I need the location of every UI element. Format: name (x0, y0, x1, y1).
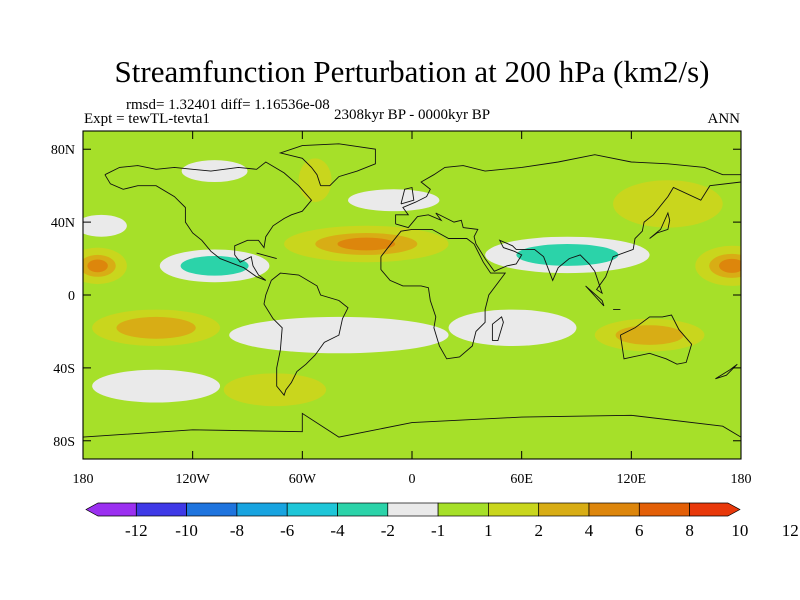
anomaly-australia-high (594, 318, 705, 352)
colorbar: -12 -10 -8 -6 -4 -2 -1 1 2 4 6 8 10 12 (85, 502, 799, 540)
anomaly-arctic-canada-low (181, 160, 248, 183)
anomaly-n-pacific-cyclonic-east (695, 245, 741, 286)
stats-text: rmsd= 1.32401 diff= 1.16536e-08 (126, 97, 330, 113)
colorbar-swatch (538, 502, 590, 517)
colorbar-label: 8 (685, 521, 694, 540)
period-text: 2308kyr BP - 0000kyr BP (334, 107, 490, 123)
colorbar-swatch (387, 502, 439, 517)
coastline (649, 211, 671, 239)
coastline (263, 272, 349, 397)
coastline (104, 161, 313, 281)
coastline (83, 412, 741, 438)
colorbar-label: -10 (175, 521, 198, 540)
anomaly-south-american-high (223, 373, 327, 407)
x-tick-label: 60W (289, 472, 317, 487)
season-text: ANN (708, 111, 741, 127)
map (83, 131, 741, 459)
coastline (619, 314, 693, 365)
x-tick-label: 120E (617, 472, 647, 487)
anomaly-asia-low (485, 236, 650, 274)
y-tick-label: 80N (51, 143, 75, 158)
coastline (585, 285, 605, 307)
colorbar-label: 4 (585, 521, 594, 540)
colorbar-label: 2 (534, 521, 543, 540)
anomaly-north-atlantic-low (348, 189, 440, 212)
anomaly-siberia-high (613, 180, 723, 228)
colorbar-swatch (588, 502, 640, 517)
colorbar-label: 12 (782, 521, 799, 540)
colorbar-swatch (135, 502, 187, 517)
y-tick-label: 0 (68, 289, 75, 304)
colorbar-label: -1 (431, 521, 445, 540)
anomaly-mid-atlantic-anticyclonic (284, 225, 449, 263)
x-tick-label: 120W (176, 472, 211, 487)
coastline (395, 154, 741, 295)
colorbar-swatch (638, 502, 690, 517)
experiment-text: Expt = tewTL-tevta1 (84, 111, 210, 127)
coastline (491, 316, 504, 342)
colorbar-label: 6 (635, 521, 644, 540)
y-tick-label: 40S (53, 362, 75, 377)
coastline (278, 143, 376, 187)
colorbar-swatch (689, 502, 741, 517)
anomaly-n-pacific-cyclonic (83, 247, 127, 285)
anomaly-nw-pacific-low (83, 214, 127, 237)
x-tick-label: 180 (73, 472, 94, 487)
map-axes: 180 120W 60W 0 60E 120E 180 80N 40N 0 40S 80S (51, 130, 752, 487)
colorbar-swatch (186, 502, 238, 517)
chart-title: Streamfunction Perturbation at 200 hPa (… (115, 54, 710, 89)
anomaly-greenland-high (298, 158, 332, 203)
colorbar-swatch (488, 502, 540, 517)
colorbar-label: -8 (230, 521, 244, 540)
x-tick-label: 0 (409, 472, 416, 487)
map-background (83, 131, 741, 459)
x-tick-label: 180 (731, 472, 752, 487)
colorbar-swatch (85, 502, 137, 517)
colorbar-label: -12 (125, 521, 148, 540)
colorbar-swatch (437, 502, 489, 517)
coastline (715, 363, 738, 380)
y-tick-label: 80S (53, 435, 75, 450)
anomaly-central-america-low (159, 249, 270, 283)
x-tick-label: 60E (510, 472, 533, 487)
colorbar-label: 10 (731, 521, 748, 540)
colorbar-swatch (236, 502, 288, 517)
colorbar-swatch (337, 502, 389, 517)
anomaly-s-pacific-low-far (92, 369, 221, 403)
coastline (380, 228, 507, 360)
colorbar-label: -2 (381, 521, 395, 540)
colorbar-label: -6 (280, 521, 294, 540)
coastline (256, 252, 277, 260)
colorbar-label: -4 (330, 521, 345, 540)
anomaly-s-pacific-high (92, 309, 221, 347)
colorbar-swatch (286, 502, 338, 517)
y-tick-label: 40N (51, 216, 75, 231)
colorbar-label: 1 (484, 521, 493, 540)
anomaly-indian-ocean-low (448, 309, 577, 347)
coastline (400, 186, 415, 205)
